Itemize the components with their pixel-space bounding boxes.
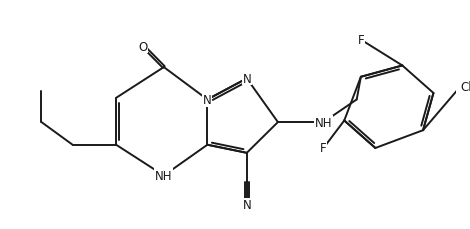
Text: NH: NH xyxy=(155,169,172,182)
Text: Cl: Cl xyxy=(461,81,470,94)
Text: O: O xyxy=(139,40,148,53)
Text: F: F xyxy=(358,34,364,47)
Text: N: N xyxy=(243,198,251,211)
Text: N: N xyxy=(243,73,251,86)
Text: F: F xyxy=(320,142,327,155)
Text: NH: NH xyxy=(315,116,332,129)
Text: N: N xyxy=(203,93,212,106)
